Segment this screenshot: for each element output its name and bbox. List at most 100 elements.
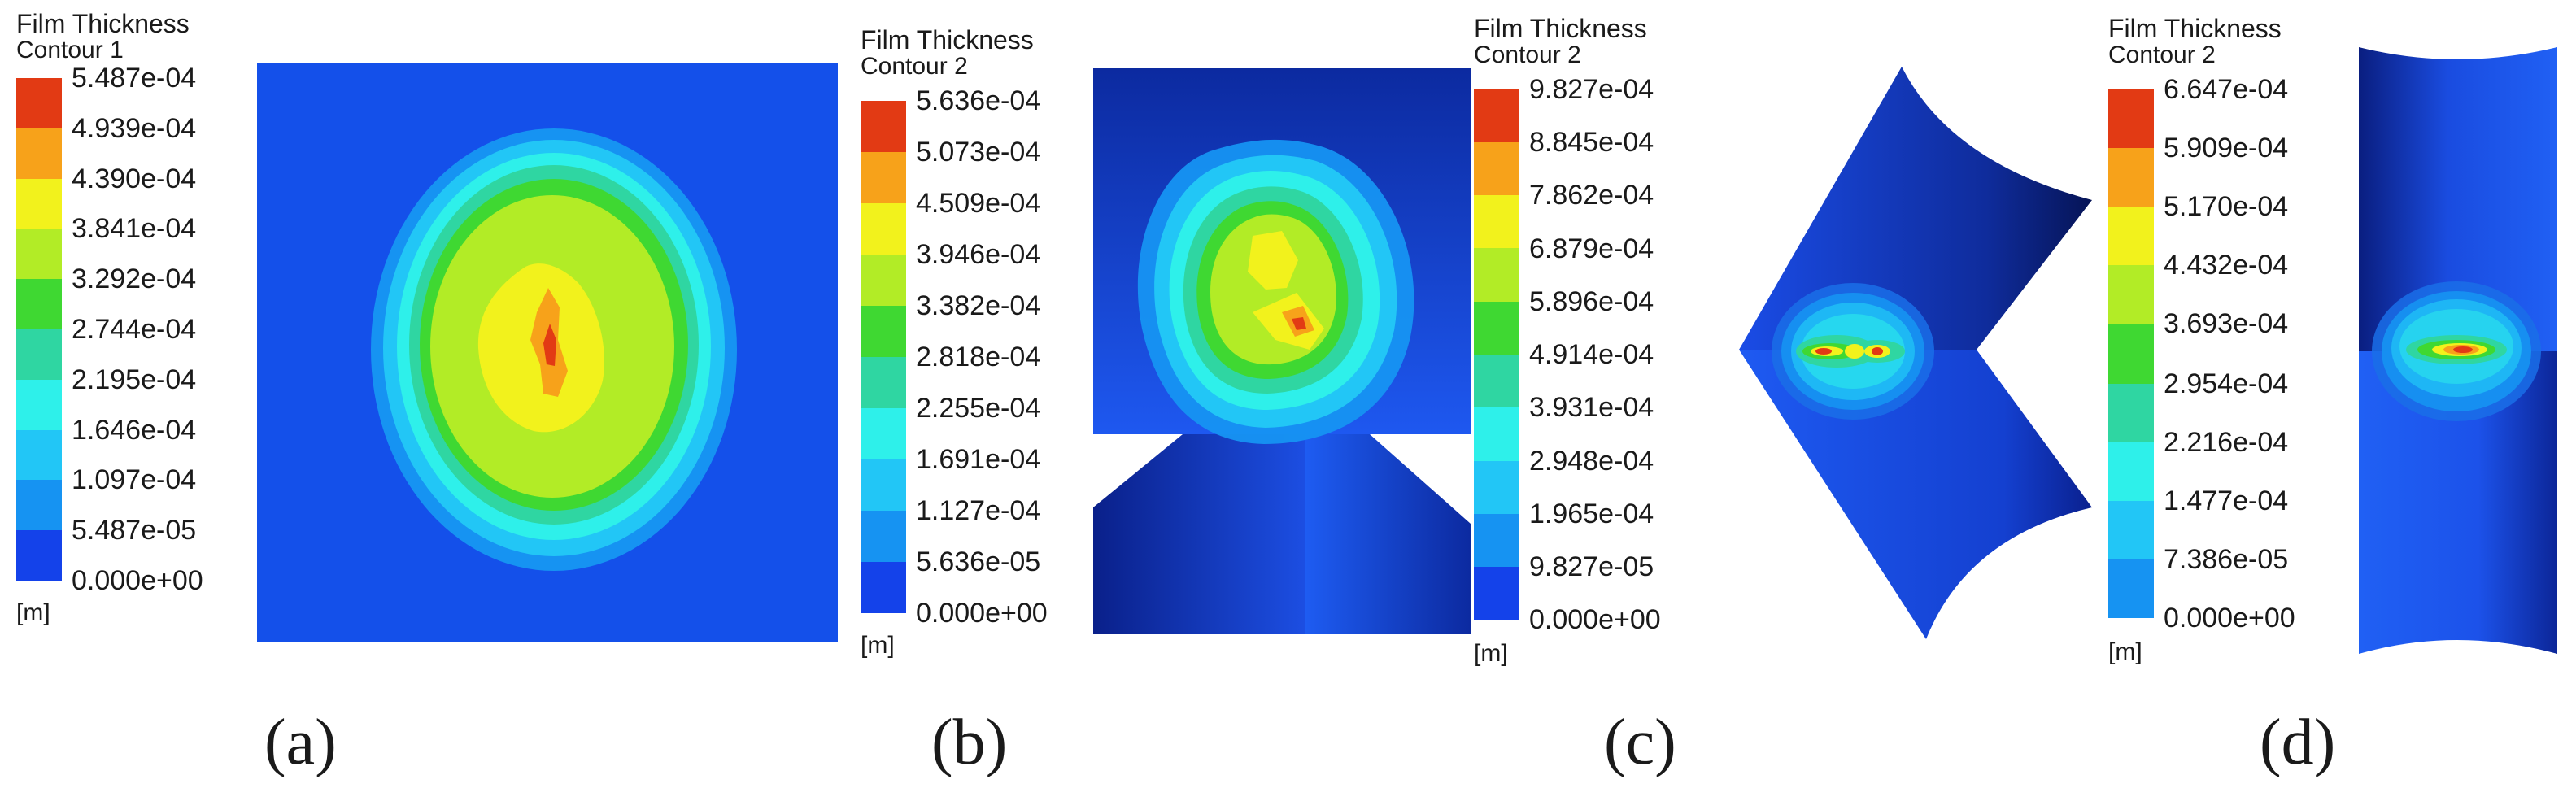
colorbar-segment <box>16 279 62 329</box>
legend-title: Film Thickness <box>2108 14 2282 43</box>
legend-tick: 3.292e-04 <box>72 263 197 294</box>
colorbar-segment <box>2108 148 2154 207</box>
panel-caption: (a) <box>264 707 337 778</box>
contour-band <box>543 324 556 366</box>
legend-tick: 6.647e-04 <box>2164 74 2289 105</box>
contour-band <box>1815 348 1832 355</box>
contour-band <box>1248 231 1298 290</box>
legend-tick: 5.487e-04 <box>72 63 197 94</box>
legend-tick: 0.000e+00 <box>72 565 203 596</box>
legend-tick: 3.841e-04 <box>72 213 197 244</box>
legend-tick: 0.000e+00 <box>916 598 1048 629</box>
contour-plot-a <box>257 63 838 642</box>
legend-tick: 3.382e-04 <box>916 290 1041 321</box>
legend-tick: 1.965e-04 <box>1529 498 1654 529</box>
legend-subtitle: Contour 2 <box>861 53 968 80</box>
legend-tick: 1.691e-04 <box>916 444 1041 475</box>
colorbar-segment <box>16 329 62 380</box>
elbow-lower-surface <box>1739 350 2092 639</box>
colorbar-segment <box>1474 514 1519 567</box>
colorbar-segment <box>861 101 906 152</box>
colorbar-segment <box>2108 265 2154 324</box>
colorbar-segment <box>1474 567 1519 620</box>
colorbar-segment <box>861 203 906 255</box>
legend-tick: 4.914e-04 <box>1529 339 1654 370</box>
colorbar-segment <box>1474 355 1519 407</box>
colorbar-segment <box>16 430 62 480</box>
legend-tick: 5.170e-04 <box>2164 191 2289 222</box>
legend-tick: 3.693e-04 <box>2164 308 2289 339</box>
legend-subtitle: Contour 2 <box>2108 41 2216 68</box>
legend-tick: 0.000e+00 <box>2164 603 2295 633</box>
legend-tick: 2.818e-04 <box>916 342 1041 372</box>
colorbar-segment <box>1474 248 1519 302</box>
legend-tick: 2.255e-04 <box>916 393 1041 424</box>
legend-unit: [m] <box>2108 638 2142 665</box>
legend-subtitle: Contour 1 <box>16 37 124 63</box>
colorbar-segment <box>1474 461 1519 514</box>
legend-tick: 4.509e-04 <box>916 188 1041 219</box>
colorbar <box>1474 89 1519 620</box>
contour-band <box>2453 346 2473 353</box>
legend-tick: 9.827e-04 <box>1529 74 1654 105</box>
contour-plot-c <box>1739 67 2092 639</box>
legend-tick: 9.827e-05 <box>1529 551 1654 582</box>
legend-unit: [m] <box>861 632 895 659</box>
panel-caption: (c) <box>1604 707 1676 778</box>
colorbar-segment <box>16 78 62 128</box>
colorbar-segment <box>2108 559 2154 618</box>
legend-tick: 5.073e-04 <box>916 137 1041 168</box>
legend-title: Film Thickness <box>1474 14 1647 43</box>
bend-upper-surface <box>2359 47 2557 351</box>
legend-tick: 1.097e-04 <box>72 464 197 495</box>
colorbar-segment <box>861 459 906 511</box>
panel-caption: (b) <box>931 707 1008 778</box>
legend-tick: 6.879e-04 <box>1529 233 1654 264</box>
colorbar-segment <box>861 306 906 357</box>
panel-caption: (d) <box>2260 707 2336 778</box>
bend-lower-surface <box>2359 351 2557 654</box>
contour-plot-d <box>2359 47 2557 654</box>
contour-band <box>1845 344 1864 359</box>
legend-tick: 2.744e-04 <box>72 314 197 345</box>
legend-tick: 8.845e-04 <box>1529 127 1654 158</box>
colorbar-segment <box>861 562 906 613</box>
colorbar-segment <box>2108 501 2154 559</box>
legend-tick: 3.931e-04 <box>1529 392 1654 423</box>
legend-tick: 3.946e-04 <box>916 239 1041 270</box>
colorbar-segment <box>1474 195 1519 248</box>
contour-plot-b <box>1093 68 1471 634</box>
colorbar <box>16 78 62 581</box>
legend-tick: 1.477e-04 <box>2164 485 2289 516</box>
legend-tick: 7.386e-05 <box>2164 544 2289 575</box>
colorbar-segment <box>16 380 62 430</box>
legend-title: Film Thickness <box>16 9 190 38</box>
contour-band <box>1872 347 1883 355</box>
legend-subtitle: Contour 2 <box>1474 41 1581 68</box>
colorbar <box>2108 89 2154 618</box>
legend-title: Film Thickness <box>861 25 1034 54</box>
legend-tick: 4.390e-04 <box>72 163 197 194</box>
legend-tick: 5.896e-04 <box>1529 286 1654 317</box>
legend-tick: 5.487e-05 <box>72 515 197 546</box>
colorbar-segment <box>2108 89 2154 148</box>
legend-tick: 2.948e-04 <box>1529 446 1654 477</box>
plate-lower-right-surface <box>1305 434 1471 634</box>
colorbar-segment <box>2108 324 2154 384</box>
colorbar-segment <box>861 255 906 306</box>
legend-tick: 5.909e-04 <box>2164 133 2289 163</box>
colorbar-segment <box>1474 89 1519 142</box>
colorbar-segment <box>2108 442 2154 501</box>
elbow-upper-surface <box>1739 67 2092 350</box>
colorbar-segment <box>16 530 62 581</box>
plate-lower-left-surface <box>1093 434 1305 634</box>
legend-tick: 7.862e-04 <box>1529 180 1654 211</box>
colorbar-segment <box>16 179 62 229</box>
legend-unit: [m] <box>1474 640 1508 667</box>
legend-tick: 1.127e-04 <box>916 495 1041 526</box>
legend-tick: 5.636e-04 <box>916 85 1041 116</box>
legend-tick: 5.636e-05 <box>916 546 1041 577</box>
legend-tick: 4.432e-04 <box>2164 250 2289 281</box>
colorbar-segment <box>2108 384 2154 442</box>
colorbar-segment <box>1474 407 1519 461</box>
